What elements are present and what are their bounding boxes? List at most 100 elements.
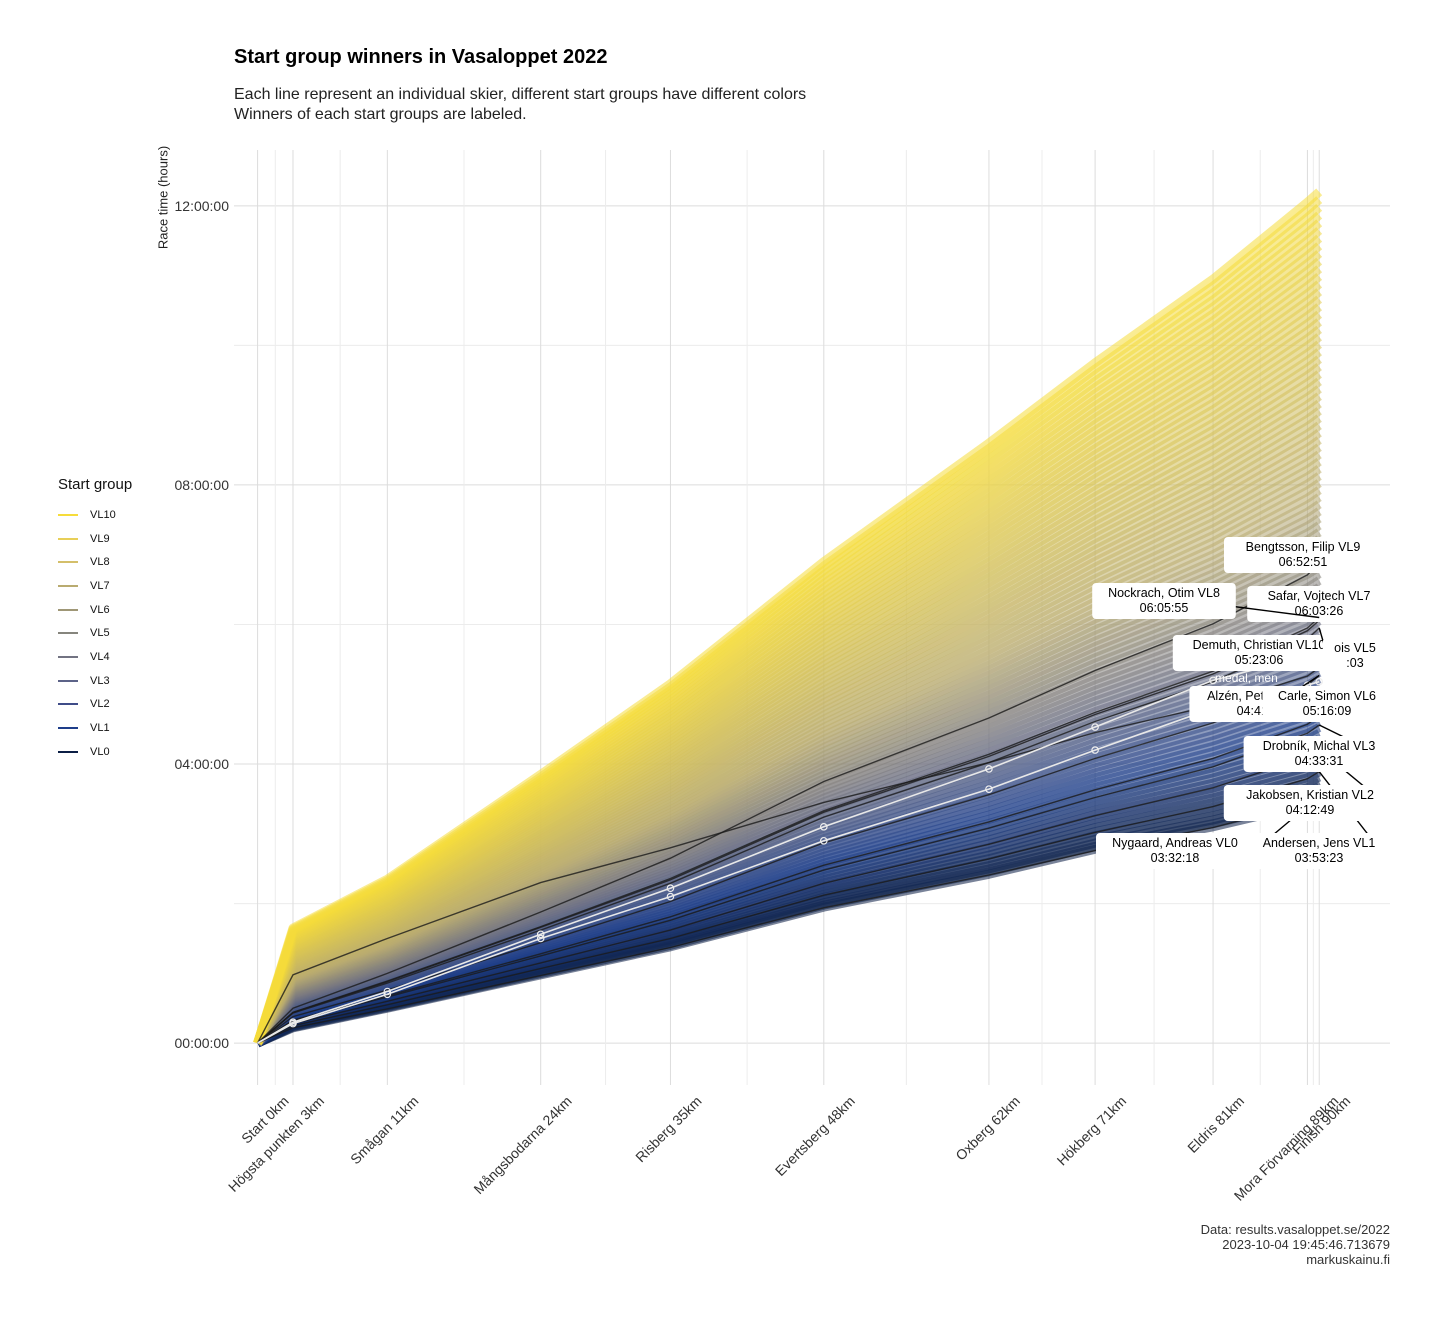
- x-tick-label: Eldris 81km: [1184, 1093, 1247, 1156]
- label-box: [1243, 736, 1395, 772]
- label-box: [1262, 686, 1392, 722]
- legend-item: VL9: [58, 527, 132, 551]
- winner-name-label: Nockrach, Otim VL8: [1108, 586, 1220, 600]
- caption-source: Data: results.vasaloppet.se/2022: [1200, 1222, 1390, 1237]
- legend-item: VL6: [58, 598, 132, 622]
- x-tick-label: Mångsbodarna 24km: [470, 1093, 574, 1197]
- caption: Data: results.vasaloppet.se/2022 2023-10…: [1201, 1222, 1390, 1267]
- legend: Start group VL10 VL9 VL8 VL7 VL6 VL5 VL4 VL3 VL2…: [58, 476, 132, 764]
- medal-point: [666, 884, 675, 893]
- legend-swatch: [58, 750, 78, 753]
- legend-label: VL1: [90, 722, 110, 735]
- legend-item: VL5: [58, 621, 132, 645]
- label-box: [1092, 583, 1236, 619]
- winner-name-label: Bengtsson, Filip VL9: [1246, 540, 1361, 554]
- legend-label: VL0: [90, 745, 110, 758]
- label-box: [1224, 537, 1382, 573]
- y-tick-label: 12:00:00: [175, 198, 230, 214]
- medal-point: [289, 1019, 297, 1028]
- legend-item: VL2: [58, 693, 132, 717]
- legend-label: VL9: [90, 532, 110, 545]
- winner-name-label: Jakobsen, Kristian VL2: [1246, 788, 1374, 802]
- label-box: [1247, 833, 1391, 869]
- legend-swatch: [58, 561, 78, 564]
- legend-item: VL3: [58, 669, 132, 693]
- legend-item: VL4: [58, 645, 132, 669]
- legend-swatch: [58, 584, 78, 587]
- legend-label: VL2: [90, 698, 110, 711]
- skier-line: [253, 188, 1323, 1045]
- winner-time-label: 04:12:49: [1286, 803, 1335, 817]
- medal-point: [819, 823, 828, 831]
- winner-time-label: 05:23:06: [1235, 653, 1284, 667]
- x-tick-label: Hökberg 71km: [1054, 1093, 1130, 1169]
- chart-title: Start group winners in Vasaloppet 2022: [234, 46, 608, 68]
- label-leader-line: [1229, 605, 1320, 619]
- x-tick-label: Oxberg 62km: [952, 1093, 1023, 1164]
- label-box: [1096, 833, 1254, 869]
- legend-item: VL7: [58, 574, 132, 598]
- medal-point: [536, 934, 545, 943]
- winner-name-label: ois VL5: [1334, 641, 1376, 655]
- skier-line-band: [253, 188, 1323, 1048]
- winner-time-label: 04:33:31: [1295, 754, 1344, 768]
- subtitle-line: Winners of each start groups are labeled…: [234, 106, 527, 123]
- winner-name-label: Safar, Vojtech VL7: [1268, 589, 1371, 603]
- y-tick-label: 00:00:00: [175, 1035, 230, 1051]
- winner-time-label: 06:03:26: [1295, 604, 1344, 618]
- y-axis-title: Race time (hours): [155, 145, 171, 250]
- caption-site: markuskainu.fi: [1306, 1252, 1390, 1267]
- legend-label: VL3: [90, 674, 110, 687]
- winner-line-vl2: [257, 748, 1320, 1044]
- label-box: [1223, 785, 1397, 821]
- legend-title: Start group: [58, 476, 133, 493]
- winner-time-label: 03:32:18: [1151, 851, 1200, 865]
- x-tick-label: Evertsberg 48km: [772, 1093, 858, 1179]
- winner-name-label: Demuth, Christian VL10: [1193, 638, 1326, 652]
- medal-point: [1209, 676, 1217, 685]
- legend-swatch: [58, 703, 78, 706]
- medal-point: [1315, 677, 1324, 686]
- legend-swatch: [58, 537, 78, 540]
- y-tick-label: 08:00:00: [175, 477, 230, 493]
- legend-label: VL8: [90, 556, 110, 569]
- legend-swatch: [58, 679, 78, 682]
- legend-label: VL7: [90, 579, 110, 592]
- winner-time-label: 03:53:23: [1295, 851, 1344, 865]
- x-tick-label: Smågan 11km: [347, 1093, 421, 1167]
- legend-swatch: [58, 727, 78, 730]
- medal-point: [819, 836, 828, 845]
- medal-point: [536, 930, 545, 939]
- legend-swatch: [58, 655, 78, 658]
- medal-point: [383, 990, 392, 999]
- winner-name-label: Nygaard, Andreas VL0: [1112, 836, 1238, 850]
- legend-label: VL5: [90, 627, 110, 640]
- legend-swatch: [58, 608, 78, 611]
- chart-subtitle: Each line represent an individual skier,…: [234, 85, 806, 125]
- x-tick-label: Risberg 35km: [632, 1093, 704, 1165]
- legend-item: VL8: [58, 550, 132, 574]
- legend-swatch: [58, 632, 78, 635]
- medal-point: [985, 785, 993, 793]
- medal-point: [1091, 746, 1099, 754]
- winner-name-label: Andersen, Jens VL1: [1263, 836, 1376, 850]
- caption-timestamp: 2023-10-04 19:45:46.713679: [1222, 1237, 1390, 1252]
- legend-swatch: [58, 513, 78, 516]
- medal-point: [666, 892, 675, 901]
- medal-line: [257, 651, 1320, 1044]
- legend-item: VL10: [58, 503, 132, 527]
- subtitle-line: Each line represent an individual skier,…: [234, 86, 807, 103]
- winner-name-label: Carle, Simon VL6: [1278, 689, 1376, 703]
- winner-time-label: 06:05:55: [1140, 601, 1189, 615]
- legend-label: VL10: [90, 508, 116, 521]
- winner-time-label: 06:52:51: [1279, 555, 1328, 569]
- label-box: [1172, 635, 1346, 671]
- legend-label: VL4: [90, 650, 110, 663]
- legend-label: VL6: [90, 603, 110, 616]
- winner-time-label: :03: [1346, 656, 1363, 670]
- y-axis: 00:00:00 04:00:00 08:00:00 12:00:00: [175, 198, 230, 1051]
- medal-label: medal, men: [1215, 671, 1278, 685]
- legend-items: VL10 VL9 VL8 VL7 VL6 VL5 VL4 VL3 VL2 VL1 VL0: [58, 503, 132, 764]
